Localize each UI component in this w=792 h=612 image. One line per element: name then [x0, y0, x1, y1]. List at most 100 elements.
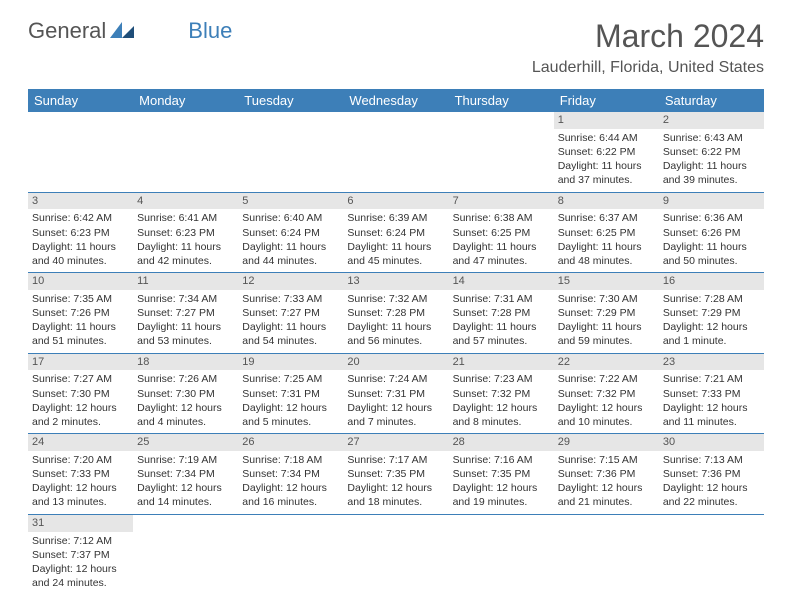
- weekday-header: Monday: [133, 89, 238, 112]
- day-number: 7: [449, 193, 554, 210]
- calendar-cell: 20Sunrise: 7:24 AMSunset: 7:31 PMDayligh…: [343, 353, 448, 434]
- calendar-cell: [554, 514, 659, 594]
- sunset-text: Sunset: 7:26 PM: [32, 306, 129, 320]
- daylight-text: Daylight: 11 hours and 47 minutes.: [453, 240, 550, 268]
- page-title: March 2024: [532, 18, 764, 55]
- sunset-text: Sunset: 6:23 PM: [32, 226, 129, 240]
- day-number: 13: [343, 273, 448, 290]
- sunset-text: Sunset: 7:28 PM: [347, 306, 444, 320]
- day-number: 28: [449, 434, 554, 451]
- day-number: 9: [659, 193, 764, 210]
- sunrise-text: Sunrise: 7:32 AM: [347, 292, 444, 306]
- daylight-text: Daylight: 12 hours and 11 minutes.: [663, 401, 760, 429]
- calendar-cell: [449, 112, 554, 192]
- sunset-text: Sunset: 7:36 PM: [558, 467, 655, 481]
- sunrise-text: Sunrise: 7:24 AM: [347, 372, 444, 386]
- daylight-text: Daylight: 11 hours and 37 minutes.: [558, 159, 655, 187]
- sunset-text: Sunset: 7:34 PM: [137, 467, 234, 481]
- calendar-cell: 11Sunrise: 7:34 AMSunset: 7:27 PMDayligh…: [133, 273, 238, 354]
- sunrise-text: Sunrise: 6:42 AM: [32, 211, 129, 225]
- daylight-text: Daylight: 12 hours and 16 minutes.: [242, 481, 339, 509]
- sunset-text: Sunset: 6:25 PM: [558, 226, 655, 240]
- sunset-text: Sunset: 7:27 PM: [137, 306, 234, 320]
- sunrise-text: Sunrise: 7:28 AM: [663, 292, 760, 306]
- calendar-cell: 9Sunrise: 6:36 AMSunset: 6:26 PMDaylight…: [659, 192, 764, 273]
- calendar-cell: 2Sunrise: 6:43 AMSunset: 6:22 PMDaylight…: [659, 112, 764, 192]
- calendar-cell: 26 Sunrise: 7:18 AMSunset: 7:34 PMDayligh…: [238, 434, 343, 515]
- logo-icon: [110, 18, 136, 44]
- sunset-text: Sunset: 6:26 PM: [663, 226, 760, 240]
- logo: General Blue: [28, 18, 232, 44]
- calendar-cell: 27Sunrise: 7:17 AMSunset: 7:35 PMDayligh…: [343, 434, 448, 515]
- sunrise-text: Sunrise: 6:39 AM: [347, 211, 444, 225]
- day-number: 11: [133, 273, 238, 290]
- day-number: 10: [28, 273, 133, 290]
- day-number: 16: [659, 273, 764, 290]
- sunrise-text: Sunrise: 7:22 AM: [558, 372, 655, 386]
- sunrise-text: Sunrise: 7:18 AM: [242, 453, 339, 467]
- weekday-header-row: Sunday Monday Tuesday Wednesday Thursday…: [28, 89, 764, 112]
- sunset-text: Sunset: 6:24 PM: [347, 226, 444, 240]
- day-number: 23: [659, 354, 764, 371]
- sunrise-text: Sunrise: 6:36 AM: [663, 211, 760, 225]
- daylight-text: Daylight: 12 hours and 18 minutes.: [347, 481, 444, 509]
- calendar-cell: [238, 514, 343, 594]
- sunrise-text: Sunrise: 7:21 AM: [663, 372, 760, 386]
- day-number: 4: [133, 193, 238, 210]
- daylight-text: Daylight: 11 hours and 56 minutes.: [347, 320, 444, 348]
- day-number: 18: [133, 354, 238, 371]
- day-number: 26: [238, 434, 343, 451]
- sunset-text: Sunset: 7:31 PM: [242, 387, 339, 401]
- calendar-cell: 23Sunrise: 7:21 AMSunset: 7:33 PMDayligh…: [659, 353, 764, 434]
- calendar-cell: 30Sunrise: 7:13 AMSunset: 7:36 PMDayligh…: [659, 434, 764, 515]
- day-number: 20: [343, 354, 448, 371]
- calendar-cell: 7Sunrise: 6:38 AMSunset: 6:25 PMDaylight…: [449, 192, 554, 273]
- calendar-cell: 6Sunrise: 6:39 AMSunset: 6:24 PMDaylight…: [343, 192, 448, 273]
- calendar-cell: [133, 514, 238, 594]
- daylight-text: Daylight: 12 hours and 5 minutes.: [242, 401, 339, 429]
- day-number: 5: [238, 193, 343, 210]
- sunset-text: Sunset: 6:23 PM: [137, 226, 234, 240]
- sunset-text: Sunset: 6:22 PM: [663, 145, 760, 159]
- day-number: 24: [28, 434, 133, 451]
- sunset-text: Sunset: 7:34 PM: [242, 467, 339, 481]
- daylight-text: Daylight: 11 hours and 51 minutes.: [32, 320, 129, 348]
- daylight-text: Daylight: 11 hours and 44 minutes.: [242, 240, 339, 268]
- calendar-row: 24Sunrise: 7:20 AMSunset: 7:33 PMDayligh…: [28, 434, 764, 515]
- day-number: 27: [343, 434, 448, 451]
- sunset-text: Sunset: 7:37 PM: [32, 548, 129, 562]
- sunset-text: Sunset: 6:25 PM: [453, 226, 550, 240]
- sunset-text: Sunset: 7:30 PM: [137, 387, 234, 401]
- location-text: Lauderhill, Florida, United States: [532, 59, 764, 77]
- weekday-header: Tuesday: [238, 89, 343, 112]
- day-number: 29: [554, 434, 659, 451]
- daylight-text: Daylight: 12 hours and 4 minutes.: [137, 401, 234, 429]
- sunrise-text: Sunrise: 6:37 AM: [558, 211, 655, 225]
- sunrise-text: Sunrise: 6:38 AM: [453, 211, 550, 225]
- day-number: 19: [238, 354, 343, 371]
- sunrise-text: Sunrise: 7:23 AM: [453, 372, 550, 386]
- calendar-cell: 21Sunrise: 7:23 AMSunset: 7:32 PMDayligh…: [449, 353, 554, 434]
- sunrise-text: Sunrise: 7:17 AM: [347, 453, 444, 467]
- day-number: 25: [133, 434, 238, 451]
- day-number: 3: [28, 193, 133, 210]
- sunset-text: Sunset: 6:24 PM: [242, 226, 339, 240]
- calendar-cell: 1Sunrise: 6:44 AMSunset: 6:22 PMDaylight…: [554, 112, 659, 192]
- daylight-text: Daylight: 12 hours and 10 minutes.: [558, 401, 655, 429]
- calendar-cell: 19Sunrise: 7:25 AMSunset: 7:31 PMDayligh…: [238, 353, 343, 434]
- day-number: 6: [343, 193, 448, 210]
- daylight-text: Daylight: 12 hours and 19 minutes.: [453, 481, 550, 509]
- sunset-text: Sunset: 7:29 PM: [663, 306, 760, 320]
- day-number: 8: [554, 193, 659, 210]
- calendar-row: 3Sunrise: 6:42 AMSunset: 6:23 PMDaylight…: [28, 192, 764, 273]
- sunset-text: Sunset: 7:27 PM: [242, 306, 339, 320]
- day-number: 15: [554, 273, 659, 290]
- sunrise-text: Sunrise: 7:26 AM: [137, 372, 234, 386]
- calendar-cell: [238, 112, 343, 192]
- calendar-cell: 5Sunrise: 6:40 AMSunset: 6:24 PMDaylight…: [238, 192, 343, 273]
- day-number: 17: [28, 354, 133, 371]
- sunrise-text: Sunrise: 7:30 AM: [558, 292, 655, 306]
- calendar-cell: 17Sunrise: 7:27 AMSunset: 7:30 PMDayligh…: [28, 353, 133, 434]
- sunrise-text: Sunrise: 6:44 AM: [558, 131, 655, 145]
- sunrise-text: Sunrise: 7:34 AM: [137, 292, 234, 306]
